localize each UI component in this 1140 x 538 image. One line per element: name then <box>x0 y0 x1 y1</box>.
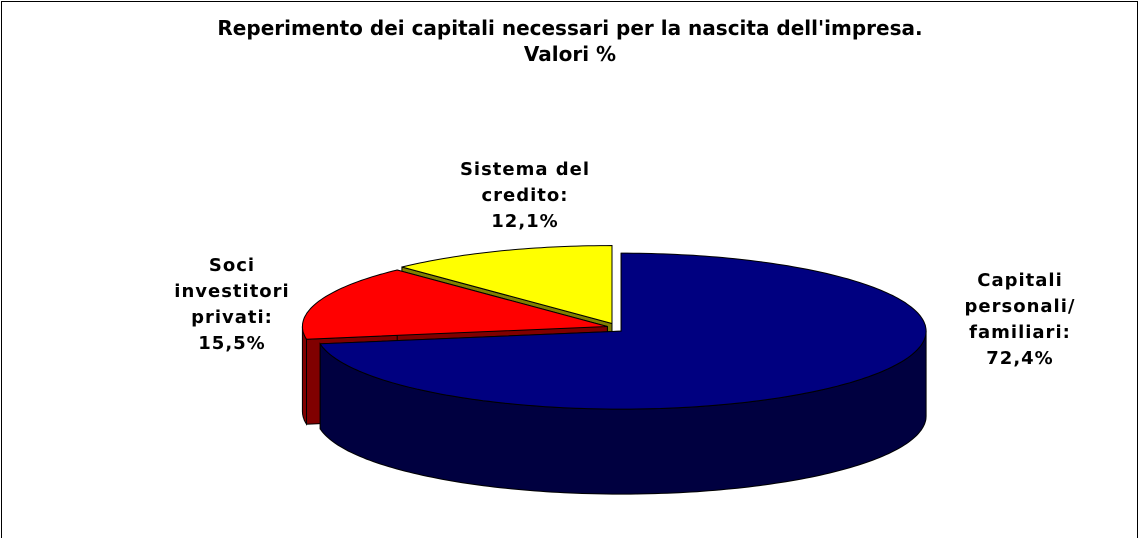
chart-title: Reperimento dei capitali necessari per l… <box>217 16 923 40</box>
label-value: 72,4% <box>986 348 1054 369</box>
slice <box>319 252 927 410</box>
slice <box>301 269 608 340</box>
data-label: Sistema del credito: 12,1% <box>450 157 600 235</box>
label-value: 15,5% <box>198 333 266 354</box>
data-label: Capitali personali/ familiari: 72,4% <box>950 268 1090 372</box>
label-value: 12,1% <box>491 211 559 232</box>
slice <box>401 244 613 325</box>
data-label: Soci investitori privati: 15,5% <box>167 253 297 357</box>
slice-side <box>301 326 307 426</box>
label-category: Soci investitori privati: <box>174 255 290 328</box>
label-category: Sistema del credito: <box>459 159 591 206</box>
label-category: Capitali personali/ familiari: <box>964 270 1076 343</box>
chart-subtitle: Valori % <box>523 42 617 66</box>
